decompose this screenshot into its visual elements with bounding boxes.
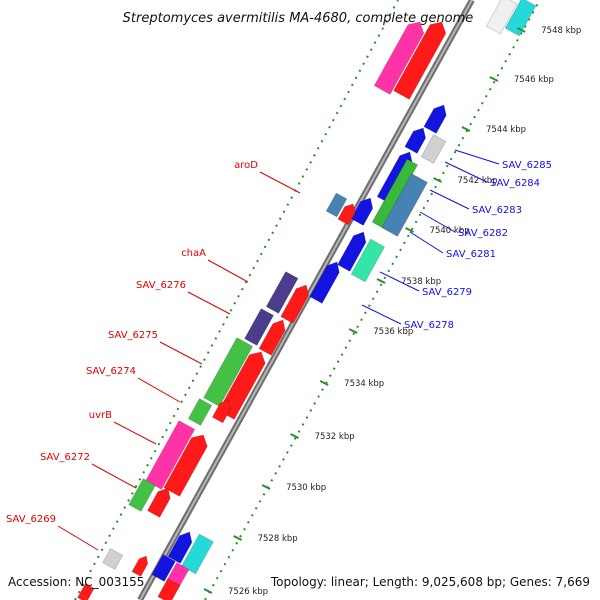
gene-label[interactable]: SAV_6276 [136, 280, 186, 291]
tick-label: 7532 kbp [315, 432, 355, 442]
leader-line [419, 211, 456, 233]
gene-feature[interactable] [203, 337, 254, 407]
leader-line [361, 304, 402, 325]
tick-label: 7546 kbp [514, 75, 554, 85]
tick-layer: 7526 kbp 7528 kbp 7530 kbp 7532 kbp 7534 kbp… [203, 26, 581, 597]
gene-feature[interactable] [187, 398, 213, 426]
gene-label[interactable]: SAV_6283 [472, 205, 522, 216]
leader-line [429, 189, 470, 210]
gene-feature[interactable] [504, 0, 537, 37]
gene-feature[interactable] [157, 578, 181, 600]
leader-line [137, 377, 181, 403]
map-title: Streptomyces avermitilis MA-4680, comple… [123, 11, 474, 26]
gene-label[interactable]: chaA [181, 248, 206, 259]
gene-label[interactable]: SAV_6282 [458, 228, 508, 239]
tick-label: 7526 kbp [228, 587, 268, 597]
gene-feature[interactable] [325, 192, 348, 218]
gene-feature[interactable] [309, 261, 340, 304]
gene-feature[interactable] [211, 399, 231, 424]
gene-feature[interactable] [151, 554, 176, 582]
right-guide-line [204, 0, 541, 600]
gene-feature[interactable] [337, 231, 367, 272]
genome-summary-text: Topology: linear; Length: 9,025,608 bp; … [270, 575, 590, 589]
gene-feature[interactable] [128, 478, 156, 512]
tick-mark [405, 227, 415, 233]
leader-line [159, 341, 203, 365]
gene-label[interactable]: aroD [234, 160, 258, 171]
leader-line [91, 463, 137, 489]
accession-text: Accession: NC_003155 [8, 575, 144, 589]
gene-feature[interactable] [147, 487, 171, 518]
tick-mark [348, 328, 358, 334]
leader-line [207, 259, 249, 283]
gene-feature[interactable] [77, 583, 95, 600]
leader-line [379, 271, 420, 292]
gene-label[interactable]: SAV_6285 [502, 160, 552, 171]
tick-label: 7544 kbp [486, 125, 526, 135]
tick-mark [489, 76, 499, 82]
leader-line [113, 421, 157, 445]
gene-feature[interactable] [404, 127, 426, 154]
gene-feature[interactable] [244, 308, 274, 346]
gene-feature[interactable] [350, 197, 374, 226]
tick-mark [203, 588, 213, 594]
gene-feature[interactable] [337, 203, 356, 226]
gene-feature[interactable] [102, 548, 124, 570]
gene-label[interactable]: SAV_6272 [40, 452, 90, 463]
gene-feature[interactable] [420, 134, 447, 164]
gene-feature[interactable] [393, 21, 447, 100]
leader-line [259, 171, 301, 194]
gene-feature[interactable] [350, 238, 385, 283]
tick-label: 7536 kbp [373, 327, 413, 337]
tick-label: 7538 kbp [401, 277, 441, 287]
gene-feature[interactable] [423, 104, 447, 134]
gene-feature[interactable] [485, 0, 518, 35]
left-guide-line [74, 0, 399, 600]
leader-line [187, 291, 231, 315]
tick-label: 7542 kbp [458, 176, 498, 186]
gene-label[interactable]: SAV_6279 [422, 287, 472, 298]
tick-label: 7530 kbp [286, 483, 326, 493]
gene-feature[interactable] [280, 284, 309, 324]
gene-feature[interactable] [373, 21, 425, 95]
tick-mark [461, 126, 471, 132]
tick-mark [290, 433, 300, 439]
tick-mark [319, 380, 329, 386]
gene-label[interactable]: SAV_6284 [490, 178, 540, 189]
gene-label[interactable]: SAV_6274 [86, 366, 136, 377]
gene-feature[interactable] [381, 173, 428, 237]
gene-label[interactable]: SAV_6275 [108, 330, 158, 341]
leader-line [444, 161, 488, 183]
tick-label: 7534 kbp [344, 379, 384, 389]
leader-line [409, 231, 444, 254]
tick-label: 7548 kbp [541, 26, 581, 36]
tick-mark [233, 535, 243, 541]
tick-mark [433, 177, 442, 183]
gene-feature[interactable] [167, 531, 193, 564]
gene-label[interactable]: SAV_6281 [446, 249, 496, 260]
feature-layer [77, 0, 537, 600]
gene-feature[interactable] [265, 271, 299, 314]
tick-label: 7540 kbp [430, 226, 470, 236]
gene-label[interactable]: uvrB [89, 410, 112, 421]
gene-feature[interactable] [258, 319, 286, 356]
leader-line [454, 149, 500, 165]
tick-mark [261, 484, 271, 490]
gene-feature[interactable] [131, 555, 149, 577]
gene-label[interactable]: SAV_6278 [404, 320, 454, 331]
gene-label[interactable]: SAV_6269 [6, 514, 56, 525]
tick-label: 7528 kbp [258, 534, 298, 544]
tick-mark [516, 27, 526, 33]
label-layer: aroD chaA SAV_6276 SAV_6275 SAV_6274 uvrB SAV_… [6, 149, 552, 551]
leader-line [57, 525, 99, 551]
tick-mark [376, 278, 386, 284]
